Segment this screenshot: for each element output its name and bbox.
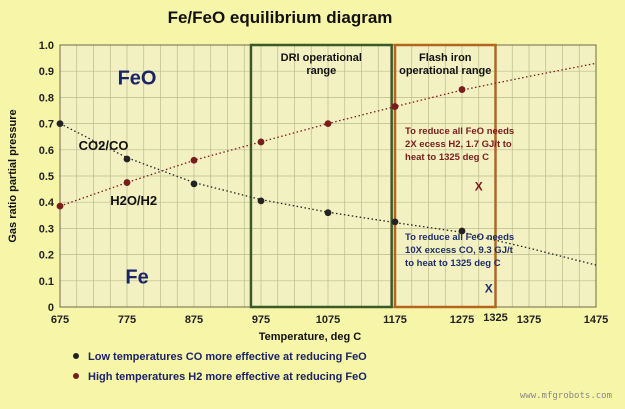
y-tick-7: 0.7 xyxy=(39,119,54,131)
x-tick-2: 875 xyxy=(185,314,203,326)
legend-marker-0 xyxy=(73,353,79,359)
y-tick-10: 1.0 xyxy=(39,40,54,52)
y-tick-5: 0.5 xyxy=(39,171,54,183)
y-tick-0: 0 xyxy=(48,302,54,314)
x-tick-1: 775 xyxy=(118,314,136,326)
legend-marker-1 xyxy=(73,373,79,379)
chart-labels: FeO Fe CO2/CO H2O/H2 To reduce all FeO needs… xyxy=(79,67,515,295)
data-point-0-2 xyxy=(190,180,198,188)
annotation-1-line-2: to heat to 1325 deg C xyxy=(405,258,501,269)
x-tick-4: 1075 xyxy=(316,314,340,326)
watermark: www.mfgrobots.com xyxy=(520,391,612,401)
data-point-1-3 xyxy=(257,138,265,146)
data-point-1-5 xyxy=(391,103,399,110)
y-tick-4: 0.4 xyxy=(39,197,55,209)
range-label-1-1: operational range xyxy=(399,65,491,77)
annotation-1-line-0: To reduce all FeO needs xyxy=(405,232,514,243)
range-label-0-1: range xyxy=(306,65,336,77)
legend-text-1: High temperatures H2 more effective at r… xyxy=(88,371,367,383)
annotation-0-line-1: 2X ecess H2, 1.7 GJ/t to xyxy=(405,139,512,150)
x-marker-1: X xyxy=(485,282,493,296)
y-tick-2: 0.2 xyxy=(39,250,54,262)
data-point-0-6 xyxy=(458,227,466,235)
data-point-1-2 xyxy=(190,156,198,164)
x-axis-label: Temperature, deg C xyxy=(259,331,362,343)
data-point-0-4 xyxy=(324,209,332,217)
x-tick-3: 975 xyxy=(252,314,270,326)
region-label-1: Fe xyxy=(125,266,148,288)
region-label-0: FeO xyxy=(118,67,157,89)
x-tick-5: 1175 xyxy=(383,314,407,326)
annotation-0-line-0: To reduce all FeO needs xyxy=(405,126,514,137)
legend-text-0: Low temperatures CO more effective at re… xyxy=(88,351,367,363)
series-label-1: H2O/H2 xyxy=(110,193,157,208)
x-tick-labels: 675 775 875 975 1075 1175 1275 1375 1475 1325 xyxy=(51,312,608,326)
data-point-1-6 xyxy=(458,86,466,93)
x-tick-extra: 1325 xyxy=(483,312,507,324)
data-point-0-1 xyxy=(123,155,131,163)
chart-title: Fe/FeO equilibrium diagram xyxy=(168,8,393,27)
annotation-1-line-1: 10X excess CO, 9.3 GJ/t xyxy=(405,245,514,256)
y-tick-9: 0.9 xyxy=(39,66,54,78)
data-point-0-5 xyxy=(391,218,399,226)
data-point-0-3 xyxy=(257,197,265,205)
y-tick-6: 0.6 xyxy=(39,145,54,157)
x-marker-0: X xyxy=(475,179,483,193)
x-tick-7: 1375 xyxy=(517,314,541,326)
data-point-1-4 xyxy=(324,120,332,127)
range-label-0-0: DRI operational xyxy=(281,52,362,64)
range-box-1 xyxy=(393,43,497,309)
y-tick-1: 0.1 xyxy=(39,276,54,288)
data-point-0-0 xyxy=(56,120,64,127)
data-point-1-0 xyxy=(56,202,64,210)
legend: Low temperatures CO more effective at re… xyxy=(73,351,367,383)
y-tick-3: 0.3 xyxy=(39,223,54,235)
range-label-1-0: Flash iron xyxy=(419,52,472,64)
y-tick-8: 0.8 xyxy=(39,92,54,104)
x-tick-6: 1275 xyxy=(450,314,474,326)
y-axis-label: Gas ratio partial pressure xyxy=(7,109,19,242)
series-label-0: CO2/CO xyxy=(79,138,129,153)
series-line-0 xyxy=(59,123,597,266)
range-box-0 xyxy=(249,43,393,309)
data-point-1-1 xyxy=(123,179,131,186)
y-tick-labels: 0 0.1 0.2 0.3 0.4 0.5 0.6 0.7 0.8 0.9 1.0 xyxy=(39,40,55,314)
series-points xyxy=(56,86,466,235)
x-tick-0: 675 xyxy=(51,314,69,326)
x-tick-8: 1475 xyxy=(584,314,608,326)
annotation-0-line-2: heat to 1325 deg C xyxy=(405,152,489,163)
